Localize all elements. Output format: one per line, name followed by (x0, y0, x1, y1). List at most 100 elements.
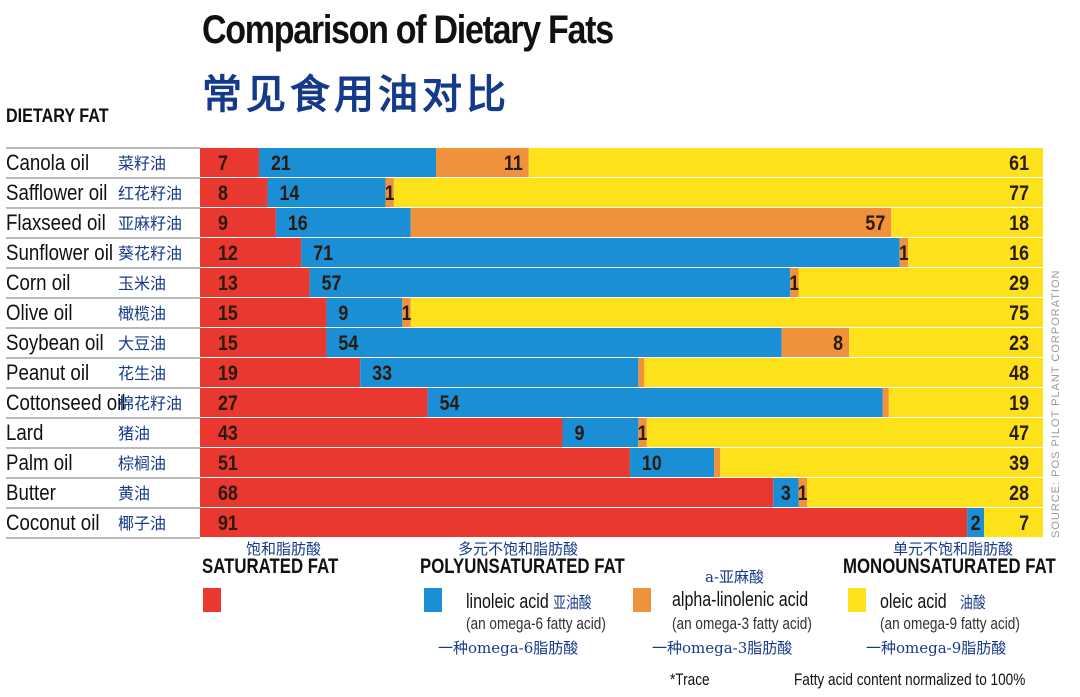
value-label-alpha: 57 (865, 212, 885, 236)
bar-linoleic (309, 268, 791, 297)
bar-linoleic (267, 178, 386, 207)
category-label-cn: 亚麻籽油 (118, 214, 182, 233)
bar-alpha (402, 298, 411, 327)
category-label-cn: 葵花籽油 (118, 244, 182, 263)
value-label-alpha: 1 (899, 242, 909, 266)
category-label: Peanut oil (6, 362, 89, 386)
bar-linoleic (773, 478, 799, 507)
value-label-saturated: 15 (218, 302, 238, 326)
chart-subtitle: 常见食用油对比 (202, 72, 510, 118)
bar-alpha (638, 418, 647, 447)
legend-linoleic-note: (an omega-6 fatty acid) (466, 614, 606, 633)
value-label-alpha: 1 (402, 302, 412, 326)
category-label-cn: 菜籽油 (118, 154, 166, 173)
value-label-linoleic: 21 (271, 152, 291, 176)
bar-alpha (410, 208, 892, 237)
category-label: Coconut oil (6, 512, 100, 536)
legend-alpha-note: (an omega-3 fatty acid) (672, 614, 812, 633)
category-label: Lard (6, 422, 43, 446)
category-label: Corn oil (6, 272, 70, 296)
value-label-saturated: 43 (218, 422, 238, 446)
legend-mono-cn: 单元不饱和脂肪酸 (893, 540, 1014, 558)
value-label-linoleic: 71 (313, 242, 333, 266)
value-label-saturated: 27 (218, 392, 238, 416)
value-label-saturated: 9 (218, 212, 228, 236)
bar-linoleic (629, 448, 715, 477)
value-label-saturated: 51 (218, 452, 238, 476)
bar-linoleic (275, 208, 411, 237)
legend-oleic-label: oleic acid (880, 591, 947, 613)
category-label-cn: 猪油 (118, 424, 150, 443)
legend-oleic-note: (an omega-9 fatty acid) (880, 614, 1020, 633)
value-label-saturated: 8 (218, 182, 228, 206)
category-label-cn: 橄榄油 (118, 304, 166, 323)
legend-alpha-name: alpha-linolenic acid (672, 589, 809, 611)
footnote-trace: *Trace (670, 670, 710, 689)
bar-linoleic (326, 328, 782, 357)
bar-oleic (528, 148, 1043, 177)
bar-oleic (888, 388, 1043, 417)
value-label-alpha: 1 (638, 422, 648, 446)
legend-oleic-name: oleic acid 油酸 (880, 589, 986, 614)
value-label-saturated: 12 (218, 242, 238, 266)
legend-linoleic-name: linoleic acid 亚油酸 (466, 589, 592, 614)
legend-saturated-en: SATURATED FAT (202, 555, 339, 578)
bar-oleic (393, 178, 1043, 207)
value-label-saturated: 15 (218, 332, 238, 356)
value-label-linoleic: 57 (322, 272, 342, 296)
value-label-oleic: 75 (1009, 302, 1029, 326)
value-label-oleic: 19 (1009, 392, 1029, 416)
bar-saturated (200, 388, 428, 417)
legend-swatch-saturated (203, 588, 221, 612)
value-label-saturated: 68 (218, 482, 238, 506)
category-label-cn: 玉米油 (118, 274, 166, 293)
legend-poly-cn: 多元不饱和脂肪酸 (458, 540, 579, 558)
value-label-oleic: 47 (1009, 422, 1029, 446)
value-label-linoleic: 9 (338, 302, 348, 326)
value-label-oleic: 77 (1009, 182, 1029, 206)
legend-linoleic-cn: 亚油酸 (553, 593, 592, 612)
bar-saturated (200, 448, 630, 477)
legend-swatch-alpha (633, 588, 651, 612)
legend-oleic-cn: 油酸 (960, 593, 986, 612)
category-label: Canola oil (6, 152, 89, 176)
bar-saturated (200, 298, 327, 327)
category-label-cn: 红花籽油 (118, 184, 182, 203)
legend-oleic-note-cn: 一种omega-9脂肪酸 (866, 639, 1007, 657)
legend-alpha-note-cn: 一种omega-3脂肪酸 (652, 639, 793, 657)
bar-saturated (200, 478, 774, 507)
bar-oleic (806, 478, 1043, 507)
value-label-oleic: 39 (1009, 452, 1029, 476)
chart-title: Comparison of Dietary Fats (202, 8, 614, 52)
bar-linoleic (967, 508, 984, 537)
bar-alpha (798, 478, 807, 507)
bar-oleic (983, 508, 1043, 537)
value-label-linoleic: 54 (440, 392, 460, 416)
bar-alpha (638, 358, 645, 387)
value-label-oleic: 29 (1009, 272, 1029, 296)
category-label-cn: 棕榈油 (118, 454, 166, 473)
value-label-linoleic: 3 (781, 482, 791, 506)
bar-saturated (200, 148, 260, 177)
category-label: Flaxseed oil (6, 212, 106, 236)
value-label-alpha: 8 (833, 332, 843, 356)
bar-linoleic (360, 358, 639, 387)
value-label-saturated: 13 (218, 272, 238, 296)
value-label-oleic: 61 (1009, 152, 1029, 176)
bar-alpha (436, 148, 529, 177)
bar-linoleic (427, 388, 883, 417)
bar-linoleic (562, 418, 639, 447)
legend-swatch-linoleic (424, 588, 442, 612)
category-label: Palm oil (6, 452, 72, 476)
footnote-normalized: Fatty acid content normalized to 100% (794, 670, 1026, 689)
bar-oleic (646, 418, 1043, 447)
value-label-linoleic: 14 (279, 182, 299, 206)
bar-alpha (385, 178, 394, 207)
legend-saturated-cn: 饱和脂肪酸 (246, 540, 322, 558)
value-label-oleic: 7 (1019, 512, 1029, 536)
value-label-linoleic: 16 (288, 212, 308, 236)
category-label: Soybean oil (6, 332, 104, 356)
category-label: Cottonseed oil (6, 392, 125, 416)
value-label-saturated: 91 (218, 512, 238, 536)
